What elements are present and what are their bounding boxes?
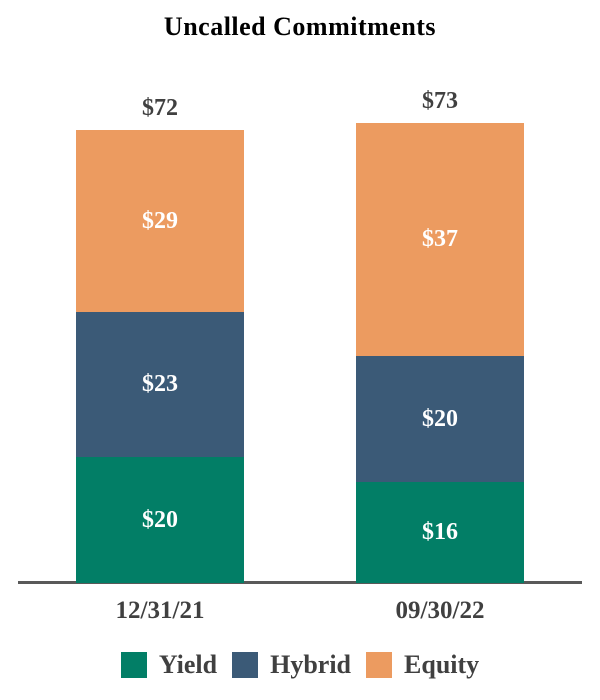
segment-equity: $29 <box>76 130 244 312</box>
legend-swatch-hybrid <box>232 652 259 678</box>
chart-title: Uncalled Commitments <box>163 12 437 41</box>
segment-hybrid: $23 <box>76 312 244 457</box>
total-label: $72 <box>142 95 178 121</box>
segment-value-label: $29 <box>142 207 178 234</box>
x-axis-label: 12/31/21 <box>115 597 205 624</box>
x-axis-line <box>18 581 582 584</box>
x-axis-label: 09/30/22 <box>395 597 485 624</box>
segment-hybrid: $20 <box>356 356 524 482</box>
legend-item-yield: Yield <box>120 650 218 680</box>
total-label: $73 <box>422 88 458 114</box>
legend-item-hybrid: Hybrid <box>232 650 351 680</box>
segment-yield: $16 <box>356 482 524 583</box>
legend-label: Hybrid <box>270 650 352 679</box>
legend-swatch-yield <box>120 652 147 678</box>
legend: Yield Hybrid Equity <box>0 650 600 680</box>
segment-yield: $20 <box>76 457 244 583</box>
bar-09/30/22: $73 $37 $20 $16 <box>356 88 524 583</box>
segment-value-label: $23 <box>142 371 178 397</box>
segment-value-label: $16 <box>422 519 458 545</box>
segment-value-label: $20 <box>422 405 458 432</box>
legend-item-equity: Equity <box>366 650 479 680</box>
segment-value-label: $20 <box>142 506 178 533</box>
bar-12/31/21: $72 $29 $23 $20 <box>76 95 244 583</box>
segment-value-label: $37 <box>422 226 458 252</box>
legend-swatch-equity <box>366 652 393 678</box>
legend-label: Equity <box>404 650 480 679</box>
segment-equity: $37 <box>356 123 524 356</box>
legend-label: Yield <box>158 650 218 679</box>
